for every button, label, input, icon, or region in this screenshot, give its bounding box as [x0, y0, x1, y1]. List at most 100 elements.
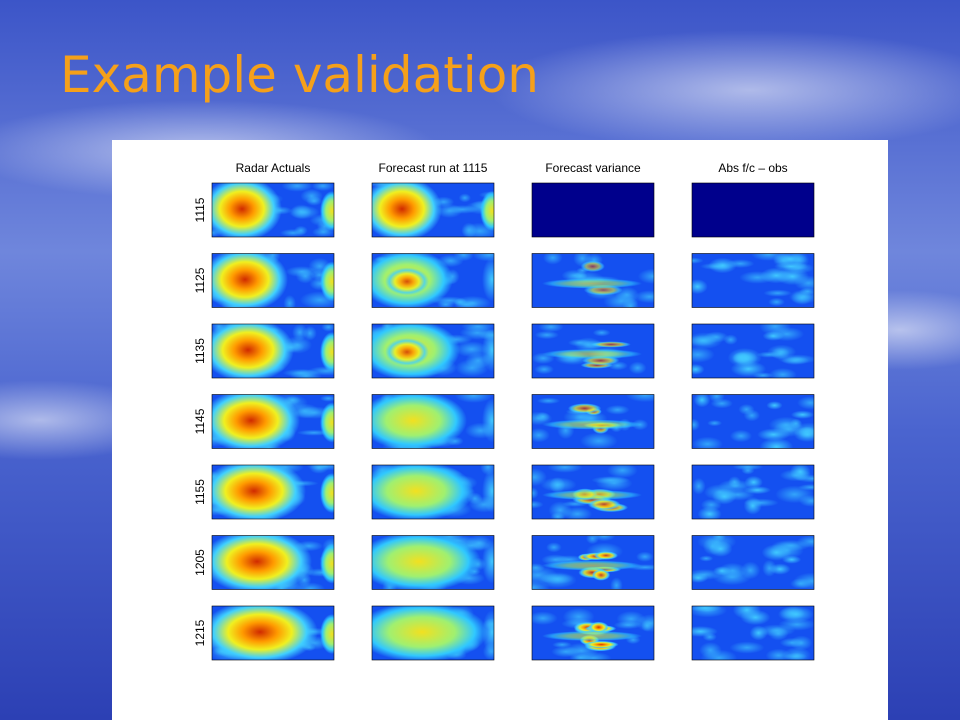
texture	[454, 394, 493, 403]
blob	[212, 324, 294, 378]
heatmap-frame	[211, 394, 335, 449]
heatmap-frame	[371, 464, 495, 520]
texture	[768, 367, 797, 378]
heatmap-frame	[211, 464, 335, 520]
heatmap-content	[212, 324, 334, 378]
texture	[777, 354, 814, 365]
heatmap-content	[692, 183, 814, 237]
column-header: Radar Actuals	[236, 161, 311, 175]
blob	[372, 183, 442, 237]
texture	[532, 500, 544, 509]
texture	[321, 324, 334, 332]
texture	[458, 193, 472, 203]
patch	[732, 352, 750, 364]
texture	[756, 351, 782, 358]
heatmap-content	[212, 606, 334, 660]
blob	[212, 394, 300, 449]
blob	[482, 328, 494, 372]
streak	[542, 490, 642, 500]
patch	[708, 257, 737, 274]
heatmap-frame	[211, 323, 335, 379]
streak	[542, 631, 642, 641]
heatmap-content	[692, 394, 814, 449]
heatmap-frame	[211, 605, 335, 661]
texture	[290, 369, 322, 378]
texture	[616, 610, 646, 627]
heatmap	[691, 535, 815, 590]
texture	[454, 341, 489, 358]
heatmap-frame	[691, 323, 815, 379]
blob	[480, 191, 494, 231]
texture	[636, 551, 654, 562]
heatmap	[211, 464, 335, 520]
heatmap	[531, 605, 655, 661]
heatmap	[691, 182, 815, 238]
texture	[692, 334, 717, 347]
heatmap-content	[212, 465, 334, 519]
texture	[532, 428, 550, 443]
blob	[320, 332, 334, 372]
texture	[708, 394, 725, 403]
texture	[700, 649, 738, 660]
blob	[320, 473, 334, 513]
texture	[319, 395, 334, 402]
heatmap-content	[532, 324, 654, 378]
heatmap	[531, 253, 655, 308]
patch	[743, 496, 762, 515]
heatmap-content	[692, 324, 814, 378]
texture	[692, 346, 715, 363]
heatmap-content	[212, 394, 334, 449]
heatmap-content	[532, 606, 654, 660]
heatmap-frame	[371, 394, 495, 449]
texture	[542, 253, 563, 265]
texture	[605, 404, 630, 415]
heatmap-frame	[691, 605, 815, 661]
heatmap-frame	[211, 253, 335, 308]
heatmap-frame	[371, 253, 495, 308]
heatmap-frame	[211, 535, 335, 590]
heatmap-content	[692, 535, 814, 590]
texture	[285, 266, 318, 278]
heatmap-frame	[531, 535, 655, 590]
patch	[761, 544, 792, 561]
texture	[532, 611, 558, 625]
streak	[587, 498, 621, 511]
patch	[789, 465, 811, 481]
blob	[482, 539, 494, 584]
blob	[482, 257, 494, 302]
streak	[588, 621, 609, 633]
texture	[551, 646, 580, 658]
blob	[212, 183, 282, 237]
heatmap	[371, 182, 495, 238]
texture	[532, 411, 553, 426]
texture	[288, 205, 320, 220]
figure: Radar Actuals Forecast run at 1115 Forecas…	[193, 161, 815, 661]
heatmap-frame	[691, 464, 815, 520]
texture	[562, 506, 593, 519]
column-header: Forecast variance	[545, 161, 641, 175]
texture	[303, 325, 317, 341]
patch	[757, 428, 790, 441]
heatmap-frame	[531, 394, 655, 449]
heatmap-frame	[691, 394, 815, 449]
texture	[592, 535, 616, 542]
heatmap-content	[212, 183, 334, 237]
texture	[637, 268, 654, 284]
heatmap	[531, 182, 655, 238]
texture	[546, 542, 562, 553]
texture	[793, 572, 814, 590]
heatmap-content	[372, 183, 494, 237]
streak	[542, 278, 642, 289]
patch	[777, 606, 814, 623]
patch	[762, 331, 785, 341]
blob	[385, 338, 429, 366]
blob	[372, 465, 474, 519]
patch	[692, 279, 708, 295]
texture	[634, 290, 654, 304]
blob	[212, 606, 318, 660]
texture	[768, 297, 785, 307]
patch	[793, 426, 814, 442]
texture	[692, 257, 704, 264]
texture	[798, 484, 814, 491]
